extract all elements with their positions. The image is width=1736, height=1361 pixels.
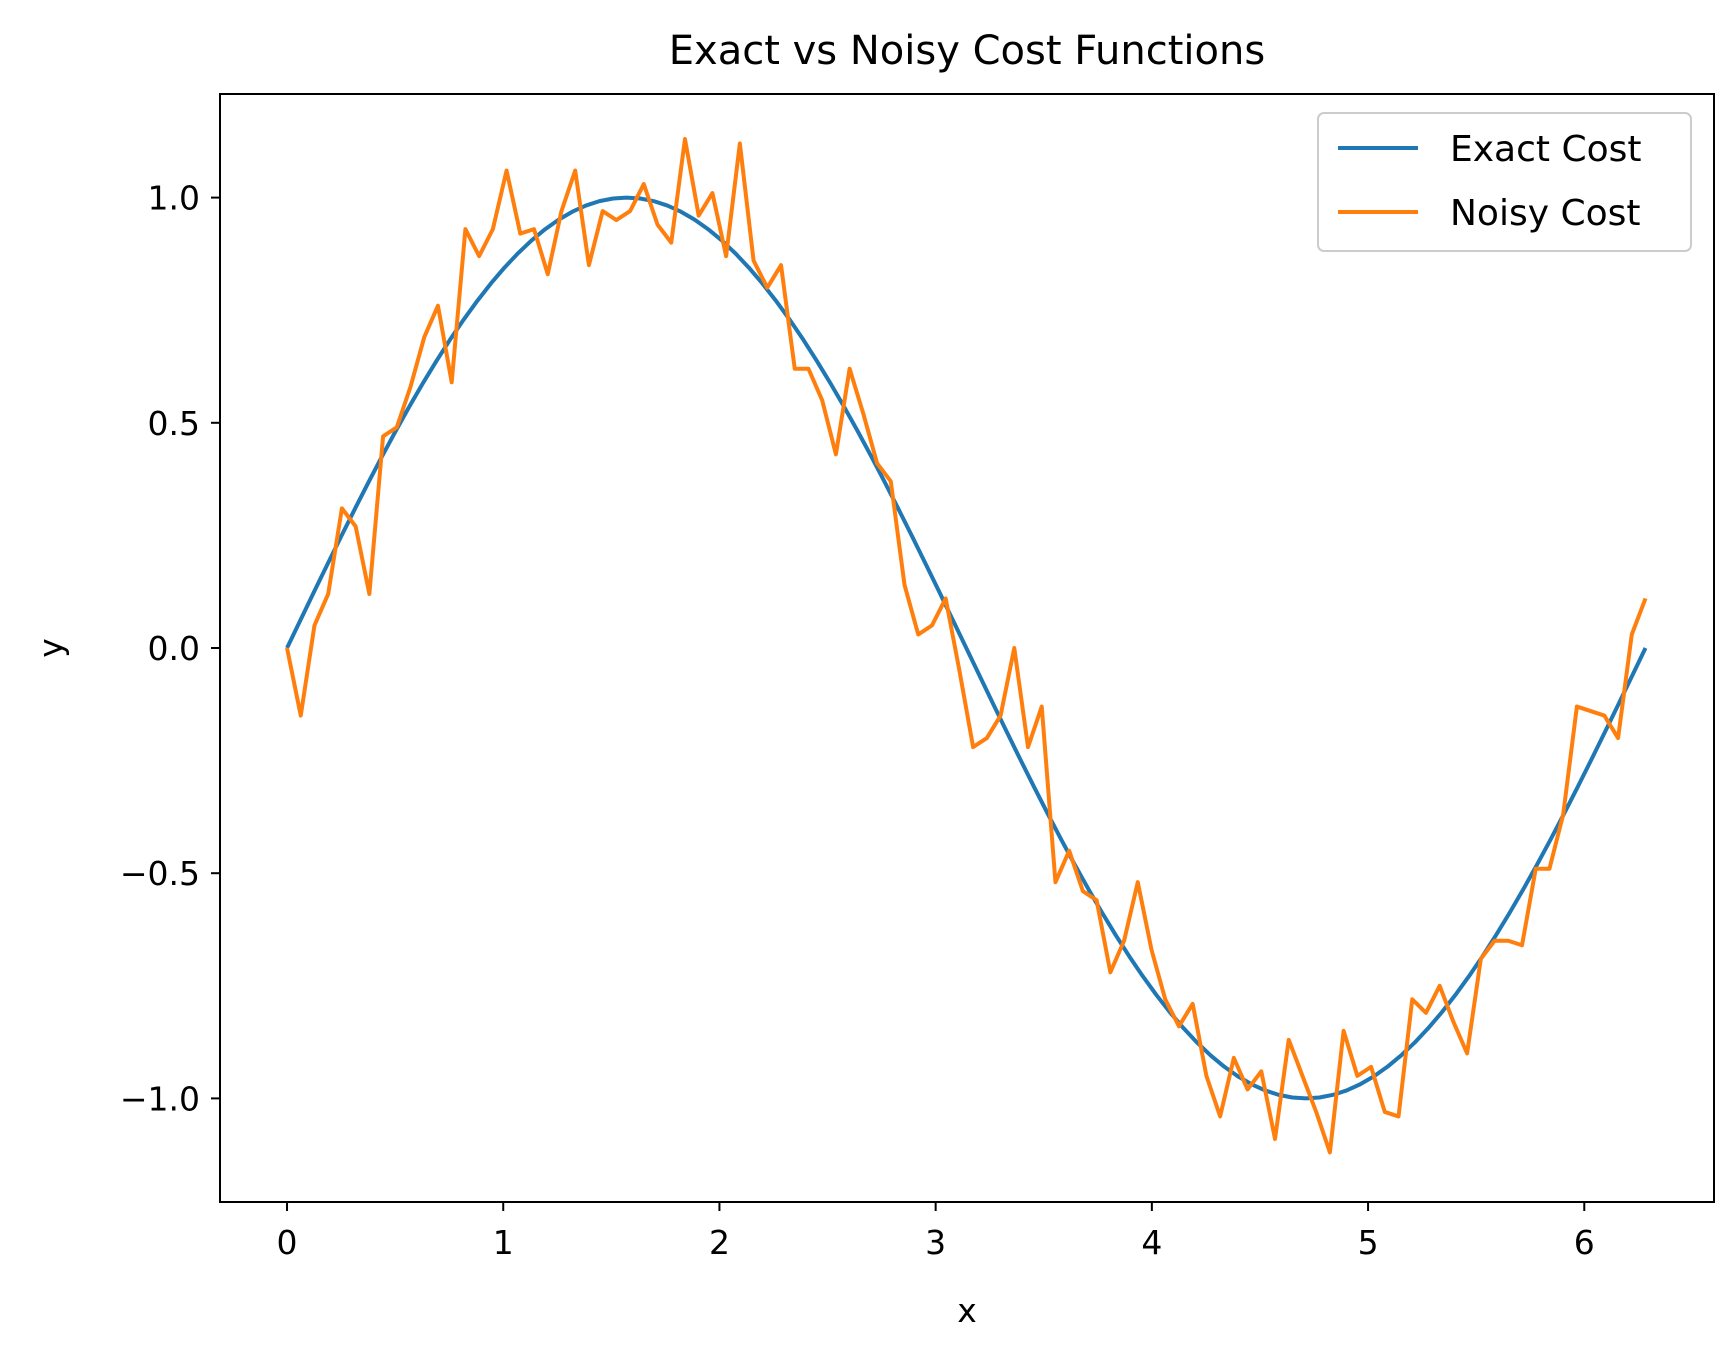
- y-tick-label: −0.5: [120, 854, 200, 893]
- legend: Exact Cost Noisy Cost: [1317, 112, 1692, 252]
- chart-title: Exact vs Noisy Cost Functions: [669, 28, 1265, 74]
- y-axis: −1.0 −0.5 0.0 0.5 1.0: [120, 179, 220, 1118]
- x-axis-label: x: [957, 1291, 977, 1330]
- y-axis-label: y: [31, 638, 70, 658]
- x-axis: 0 1 2 3 4 5 6: [277, 1202, 1595, 1262]
- series-line-noisy-cost: [285, 137, 1648, 1155]
- x-tick-label: 0: [277, 1223, 298, 1262]
- y-tick-label: 1.0: [148, 179, 200, 218]
- series-line-exact-cost: [285, 195, 1648, 1101]
- x-tick-label: 4: [1141, 1223, 1162, 1262]
- y-tick-label: 0.5: [148, 404, 200, 443]
- x-tick-label: 6: [1574, 1223, 1595, 1262]
- x-tick-label: 2: [709, 1223, 730, 1262]
- legend-label-noisy-cost: Noisy Cost: [1450, 193, 1641, 234]
- plot-area: [285, 137, 1648, 1155]
- x-tick-label: 1: [493, 1223, 514, 1262]
- y-tick-label: 0.0: [148, 629, 200, 668]
- x-tick-label: 3: [925, 1223, 946, 1262]
- y-tick-label: −1.0: [120, 1079, 200, 1118]
- legend-label-exact-cost: Exact Cost: [1450, 129, 1642, 170]
- x-tick-label: 5: [1358, 1223, 1379, 1262]
